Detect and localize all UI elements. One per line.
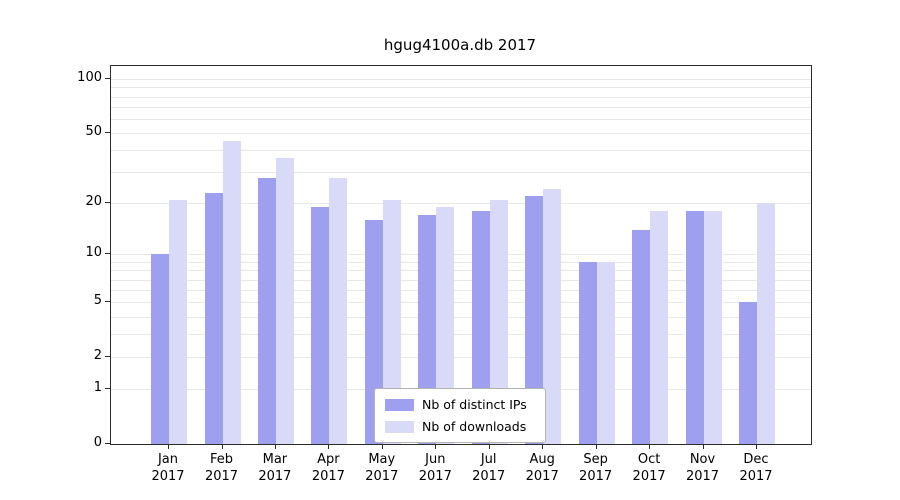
gridline [111, 96, 811, 98]
gridline [111, 290, 811, 292]
bar-distinct-ips [578, 261, 597, 444]
bar-downloads [489, 199, 508, 444]
bar-downloads [543, 189, 562, 444]
gridline [111, 133, 811, 134]
x-tick-label: Oct 2017 [632, 452, 666, 484]
gridline [111, 316, 811, 318]
x-tick-mark [756, 444, 757, 449]
x-tick-label: Mar 2017 [258, 452, 292, 484]
legend-swatch-downloads [385, 420, 414, 433]
gridline [111, 118, 811, 120]
bar-distinct-ips [471, 211, 490, 444]
bar-downloads [757, 203, 775, 444]
x-tick-mark [435, 444, 437, 449]
x-tick-mark [221, 444, 223, 449]
bar-downloads [650, 211, 669, 444]
legend-item-downloads: Nb of downloads [385, 419, 535, 434]
bar-distinct-ips [685, 211, 704, 444]
bar-downloads [596, 261, 615, 444]
y-tick-mark [105, 202, 110, 204]
bar-distinct-ips [364, 219, 383, 444]
legend-item-distinct-ips: Nb of distinct IPs [385, 397, 535, 412]
gridline [111, 172, 811, 174]
bar-distinct-ips [204, 192, 223, 444]
y-tick-label: 10 [85, 245, 102, 261]
gridline [111, 106, 811, 108]
y-tick-mark [105, 443, 110, 444]
y-tick-mark [105, 301, 110, 303]
x-tick-mark [595, 444, 597, 449]
x-tick-label: Jun 2017 [418, 452, 452, 484]
y-tick-mark [105, 132, 110, 133]
y-tick-label: 0 [93, 435, 102, 450]
x-tick-mark [488, 444, 490, 449]
bar-downloads [382, 199, 401, 444]
bar-downloads [222, 141, 241, 444]
x-tick-mark [381, 444, 383, 449]
y-tick-label: 50 [85, 124, 102, 139]
bar-distinct-ips [418, 215, 437, 444]
gridline [111, 279, 811, 281]
bar-downloads [275, 158, 294, 444]
bar-distinct-ips [151, 254, 169, 444]
bar-distinct-ips [257, 177, 276, 444]
gridline [111, 150, 811, 152]
x-tick-label: Nov 2017 [685, 452, 720, 484]
gridline [111, 254, 811, 256]
legend-swatch-distinct-ips [385, 398, 414, 411]
x-tick-label: Feb 2017 [204, 452, 239, 484]
bar-distinct-ips [311, 207, 330, 444]
legend-label-distinct-ips: Nb of distinct IPs [422, 397, 527, 412]
y-tick-label: 1 [93, 380, 102, 396]
bar-downloads [703, 211, 722, 444]
y-tick-mark [105, 356, 110, 358]
y-tick-label: 2 [93, 348, 102, 364]
gridline [111, 79, 811, 80]
legend: Nb of distinct IPs Nb of downloads [374, 388, 546, 443]
bar-downloads [329, 177, 348, 444]
x-tick-label: May 2017 [365, 452, 399, 484]
x-tick-label: Sep 2017 [579, 452, 613, 484]
gridline [111, 203, 811, 205]
x-tick-mark [168, 444, 169, 449]
bar-distinct-ips [739, 302, 757, 444]
y-tick-mark [105, 253, 110, 255]
x-tick-label: Jan 2017 [151, 452, 185, 484]
gridline [111, 357, 811, 359]
chart-title: hgug4100a.db 2017 [383, 36, 537, 54]
bar-distinct-ips [525, 196, 544, 444]
bar-downloads [436, 207, 455, 444]
x-tick-label: Jul 2017 [472, 452, 506, 484]
legend-label-downloads: Nb of downloads [422, 419, 527, 434]
x-tick-label: Aug 2017 [525, 452, 559, 484]
gridline [111, 261, 811, 263]
x-tick-mark [649, 444, 651, 449]
bar-downloads [169, 199, 187, 444]
x-tick-mark [702, 444, 704, 449]
x-tick-mark [328, 444, 330, 449]
x-tick-mark [542, 444, 544, 449]
y-tick-mark [105, 78, 110, 79]
y-tick-label: 20 [85, 194, 102, 210]
x-tick-mark [274, 444, 276, 449]
x-tick-label: Dec 2017 [739, 452, 773, 484]
gridline [111, 334, 811, 336]
y-tick-label: 100 [77, 70, 102, 85]
y-tick-label: 5 [93, 293, 102, 309]
y-tick-mark [105, 388, 110, 390]
plot-area [110, 65, 812, 445]
gridline [111, 302, 811, 304]
bar-distinct-ips [632, 229, 651, 444]
gridline [111, 87, 811, 89]
gridline [111, 270, 811, 272]
x-tick-label: Apr 2017 [311, 452, 345, 484]
